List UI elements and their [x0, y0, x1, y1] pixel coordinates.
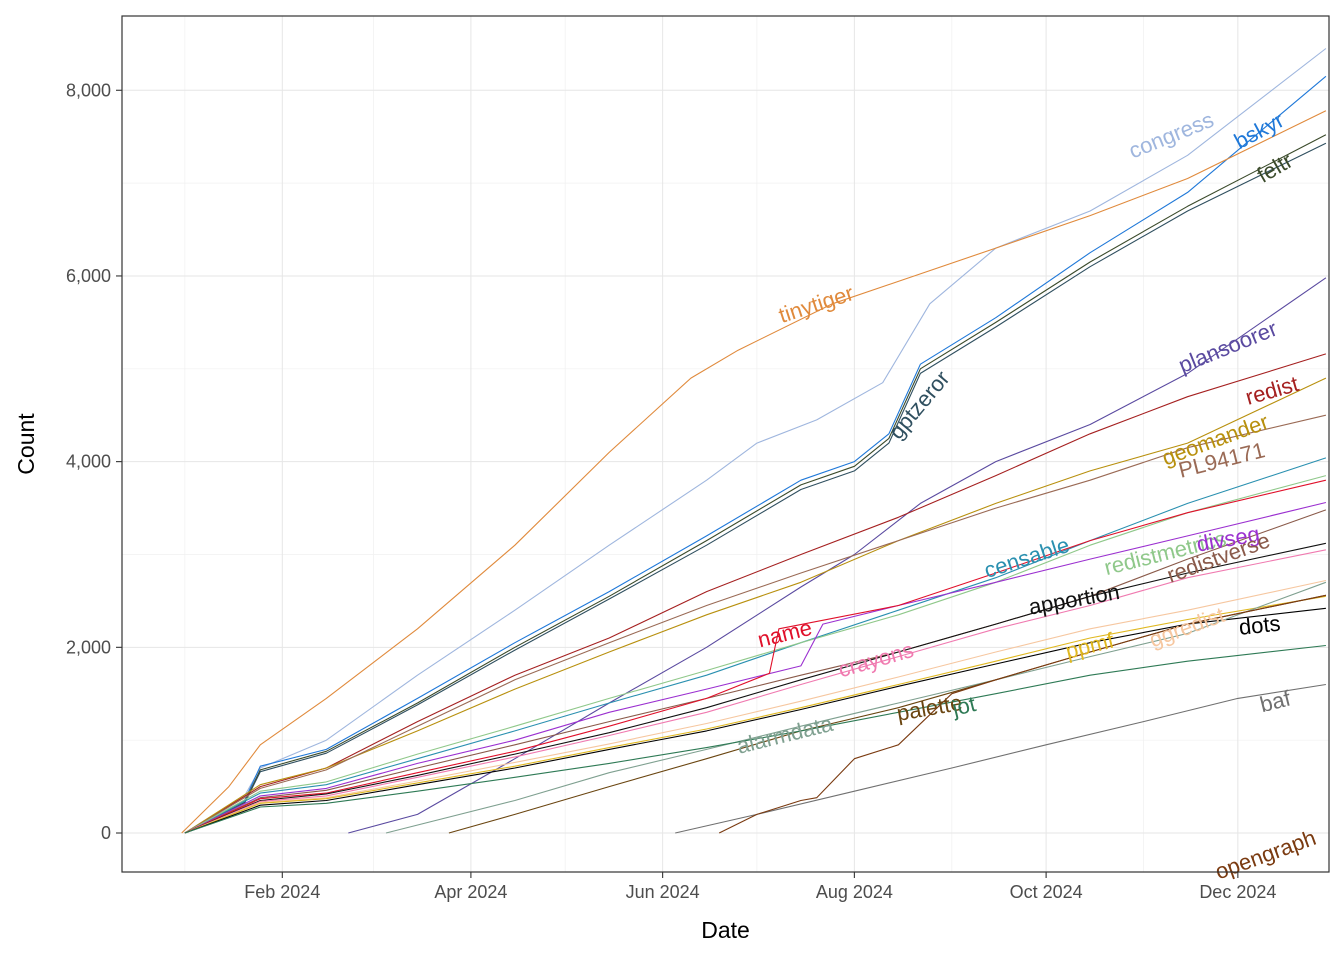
series-line-apportion	[184, 542, 1327, 834]
series-lines	[181, 48, 1327, 834]
x-axis-title: Date	[701, 917, 750, 943]
series-line-opengraph	[718, 594, 1327, 834]
y-tick-label: 4,000	[66, 452, 111, 472]
y-axis-ticks: 0 2,000 4,000 6,000 8,000	[66, 80, 122, 843]
y-tick-label: 2,000	[66, 637, 111, 657]
x-axis-ticks: Feb 2024 Apr 2024 Jun 2024 Aug 2024 Oct 2024…	[244, 872, 1276, 902]
series-line-congress	[184, 48, 1327, 834]
y-tick-label: 8,000	[66, 80, 111, 100]
series-line-crayons	[184, 549, 1327, 834]
series-line-geomander	[184, 377, 1327, 834]
x-tick-label: Dec 2024	[1199, 882, 1276, 902]
series-line-alarmdata	[385, 581, 1327, 834]
grid-lines	[122, 16, 1329, 872]
series-line-dots	[184, 607, 1326, 834]
x-tick-label: Apr 2024	[434, 882, 507, 902]
series-line-tinytiger	[181, 110, 1327, 834]
series-line-PL94171	[184, 414, 1327, 834]
series-line-bskyr	[184, 75, 1327, 834]
x-tick-label: Oct 2024	[1010, 882, 1083, 902]
series-label-jot: jot	[949, 691, 979, 721]
series-line-ppmf	[184, 595, 1326, 834]
series-line-ggredist	[184, 579, 1327, 834]
series-line-redistmetrics	[184, 475, 1327, 834]
y-axis-title: Count	[13, 413, 39, 475]
series-line-jot	[184, 644, 1326, 834]
panel-border	[121, 15, 1330, 873]
x-tick-label: Feb 2024	[244, 882, 320, 902]
x-tick-label: Jun 2024	[626, 882, 700, 902]
x-tick-label: Aug 2024	[816, 882, 893, 902]
series-line-name	[184, 479, 1327, 834]
y-tick-label: 6,000	[66, 266, 111, 286]
y-tick-label: 0	[101, 823, 111, 843]
series-label-dots: dots	[1238, 611, 1282, 640]
series-line-baf	[675, 683, 1326, 834]
series-line-divseg	[184, 501, 1327, 834]
series-line-gptzeror	[184, 142, 1327, 834]
series-line-feltr	[184, 134, 1327, 834]
